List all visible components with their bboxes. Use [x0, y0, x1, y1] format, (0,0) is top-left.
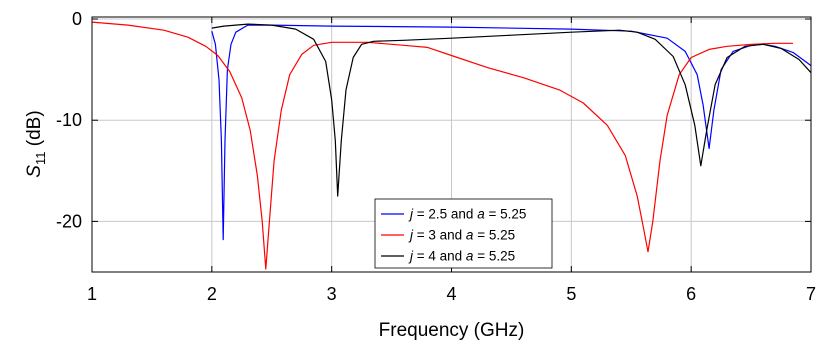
- legend-entry-1-var-a: a: [466, 228, 474, 243]
- legend-entry-2-text-b: = 5.25: [473, 249, 515, 264]
- legend-entry-1-text-b: = 5.25: [473, 228, 515, 243]
- y-axis-label-sub: 11: [33, 152, 48, 166]
- series-lines: [91, 21, 812, 270]
- y-tick-label: 0: [72, 9, 82, 29]
- legend-entry-0-text-b: = 5.25: [485, 207, 527, 222]
- series-line-2: [211, 23, 812, 197]
- x-axis-label: Frequency (GHz): [379, 320, 525, 341]
- legend-entry-2: j = 4 and a = 5.25: [408, 249, 515, 264]
- x-axis-ticks: 1 2 3 4 5 6 7: [87, 17, 816, 304]
- y-tick-label: -20: [56, 211, 82, 231]
- y-axis-label: S11 (dB): [24, 110, 48, 177]
- legend-entry-0-text-a: = 2.5 and: [413, 207, 477, 222]
- legend-entry-1-var-j: j: [408, 228, 414, 243]
- x-tick-label: 1: [87, 284, 97, 304]
- x-tick-label: 3: [327, 284, 337, 304]
- legend-entry-0-var-a: a: [477, 207, 485, 222]
- y-axis-label-main: S: [24, 165, 45, 178]
- legend-entry-1: j = 3 and a = 5.25: [408, 228, 515, 243]
- legend-entry-0-var-j: j: [408, 207, 414, 222]
- legend-box: [374, 198, 553, 269]
- y-tick-label: -10: [56, 110, 82, 130]
- x-tick-label: 4: [446, 284, 456, 304]
- x-tick-label: 2: [207, 284, 217, 304]
- legend-entry-0: j = 2.5 and a = 5.25: [408, 207, 526, 222]
- legend-entry-2-var-j: j: [408, 249, 414, 264]
- series-line-1: [91, 21, 793, 270]
- x-tick-label: 5: [566, 284, 576, 304]
- legend: j = 2.5 and a = 5.25 j = 3 and a = 5.25 …: [374, 198, 553, 269]
- y-axis-label-unit: (dB): [24, 110, 45, 151]
- y-axis-ticks: 0 -10 -20: [56, 9, 811, 231]
- legend-entry-1-text-a: = 3 and: [413, 228, 466, 243]
- x-tick-label: 7: [806, 284, 816, 304]
- legend-entry-2-text-a: = 4 and: [413, 249, 466, 264]
- legend-entry-2-var-a: a: [466, 249, 474, 264]
- grid: [91, 17, 812, 272]
- x-tick-label: 6: [686, 284, 696, 304]
